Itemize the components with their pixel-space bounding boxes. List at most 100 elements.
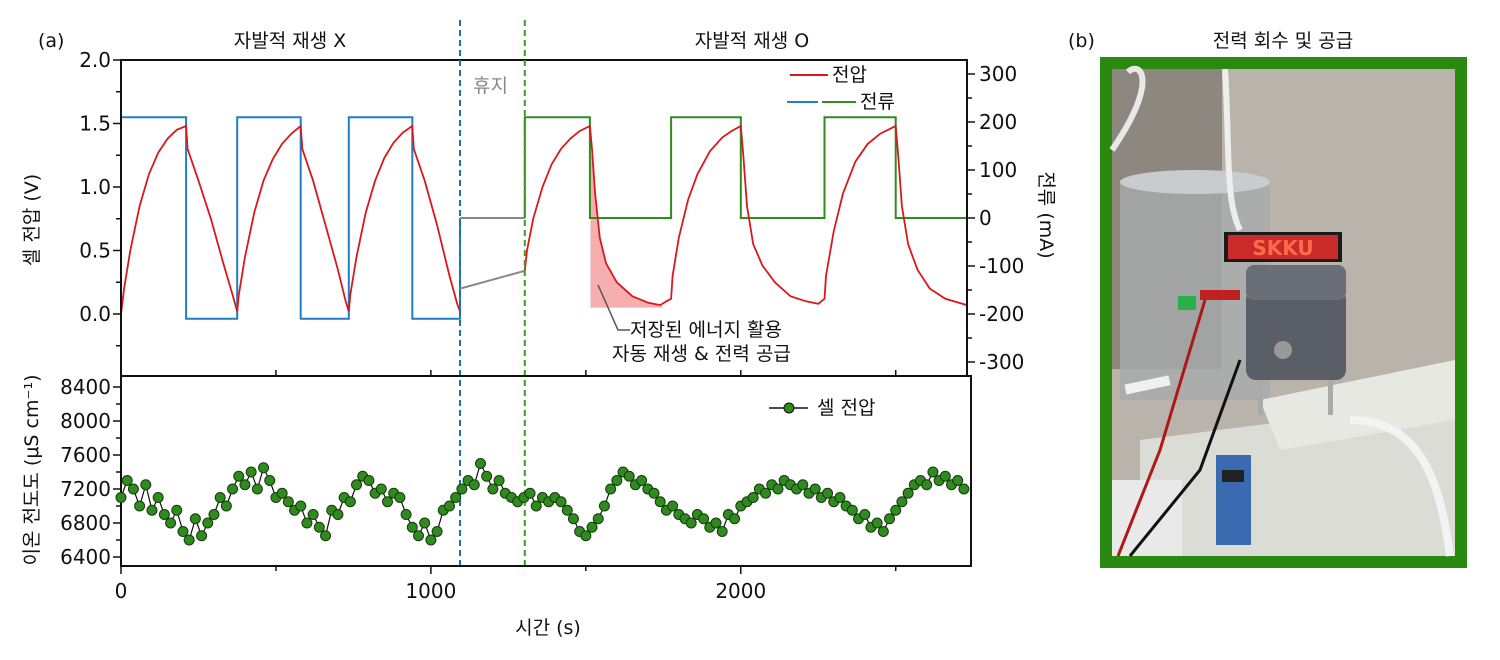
phase-o-title: 자발적 재생 O — [695, 30, 809, 52]
conductivity-point — [251, 483, 263, 495]
conductivity-point — [189, 513, 201, 525]
stored-energy-shaded-area — [590, 148, 664, 308]
conductivity-point — [586, 521, 598, 533]
conductivity-y-tick-label: 8000 — [60, 409, 111, 433]
conductivity-point — [561, 504, 573, 516]
conductivity-point — [158, 509, 170, 520]
y-tick-label: 1.5 — [79, 112, 111, 136]
conductivity-point — [530, 500, 542, 512]
y-axis-title-voltage: 셀 전압 (V) — [21, 174, 43, 266]
conductivity-point — [227, 483, 239, 495]
y2-axis-title-current: 전류 (mA) — [1035, 171, 1057, 258]
conductivity-point — [456, 483, 468, 495]
phase-x-title: 자발적 재생 X — [234, 30, 347, 52]
conductivity-point — [921, 479, 933, 491]
annotation-line2: 자동 재생 & 전력 공급 — [612, 343, 791, 365]
conductivity-point — [667, 500, 679, 512]
y-tick-label: 0.0 — [79, 302, 111, 326]
legend-conductivity-label: 셀 전압 — [817, 397, 875, 419]
conductivity-point — [797, 479, 809, 491]
y2-tick-label: -300 — [979, 350, 1024, 374]
conductivity-point — [555, 496, 567, 508]
conductivity-point — [425, 534, 437, 546]
y-axis-title-conductivity: 이온 전도도 (μS cm⁻¹) — [21, 374, 43, 565]
conductivity-point — [809, 483, 821, 495]
conductivity-point — [580, 530, 592, 542]
conductivity-point — [363, 475, 375, 486]
conductivity-point — [400, 509, 412, 520]
conductivity-point — [890, 504, 902, 516]
annotation-leader — [597, 284, 630, 331]
conductivity-point — [834, 492, 846, 503]
conductivity-point — [307, 509, 319, 520]
conductivity-point — [598, 500, 610, 512]
photo-title: 전력 회수 및 공급 — [1213, 30, 1353, 52]
conductivity-point — [896, 496, 908, 508]
legend-voltage-label: 전압 — [832, 64, 867, 86]
setup-photo: SKKU — [1100, 57, 1467, 568]
conductivity-point — [121, 475, 133, 486]
conductivity-point — [245, 466, 257, 478]
conductivity-point — [636, 475, 648, 486]
conductivity-point — [152, 492, 164, 503]
conductivity-point — [654, 496, 666, 508]
current-series-phase-x — [121, 116, 461, 320]
conductivity-point — [716, 526, 728, 537]
conductivity-point — [822, 487, 834, 499]
conductivity-point — [468, 479, 480, 491]
conductivity-point — [258, 462, 270, 474]
conductivity-point — [177, 526, 189, 537]
conductivity-point — [140, 479, 152, 491]
conductivity-point — [524, 487, 536, 499]
x-tick-label: 1000 — [405, 579, 456, 603]
conductivity-point — [196, 530, 208, 542]
conductivity-point — [958, 483, 970, 495]
conductivity-point — [481, 470, 493, 482]
conductivity-point — [183, 534, 195, 546]
conductivity-point — [202, 517, 214, 529]
y-tick-label: 1.0 — [79, 175, 111, 199]
x-axis-title: 시간 (s) — [515, 617, 581, 639]
conductivity-point — [698, 513, 710, 525]
conductivity-point — [884, 513, 896, 525]
y-tick-label: 2.0 — [79, 48, 111, 72]
voltage-current-plot: 0.0 0.5 1.0 1.5 2.0 -300 -200 -100 0 100 200 300 — [79, 20, 1024, 566]
conductivity-point — [567, 513, 579, 525]
x-tick-label: 0 — [115, 579, 128, 603]
conductivity-point — [313, 521, 325, 533]
conductivity-point — [611, 475, 623, 486]
conductivity-point — [406, 521, 418, 533]
conductivity-point — [382, 496, 394, 508]
conductivity-point — [493, 475, 505, 486]
conductivity-point — [859, 509, 871, 520]
annotation-line1: 저장된 에너지 활용 — [630, 319, 782, 341]
conductivity-point — [592, 513, 604, 525]
conductivity-point — [846, 504, 858, 516]
y-tick-label: 0.5 — [79, 239, 111, 263]
current-series-phase-o — [523, 116, 967, 219]
conductivity-point — [295, 500, 307, 512]
rest-label: 휴지 — [473, 75, 508, 97]
conductivity-point — [214, 492, 226, 503]
legend-current-label: 전류 — [860, 91, 895, 113]
conductivity-point — [301, 517, 313, 529]
y2-tick-label: 300 — [979, 62, 1017, 86]
conductivity-point — [685, 517, 697, 529]
conductivity-point — [760, 487, 772, 499]
conductivity-point — [127, 483, 139, 495]
conductivity-point — [208, 509, 220, 520]
conductivity-point — [871, 517, 883, 529]
conductivity-plot: 0 1000 2000 6400 6800 7200 7600 8000 8400 — [60, 375, 972, 603]
top-plot-frame — [120, 59, 968, 377]
conductivity-point — [165, 517, 177, 529]
conductivity-point — [902, 487, 914, 499]
conductivity-y-tick-label: 7200 — [60, 477, 111, 501]
conductivity-point — [450, 492, 462, 503]
conductivity-point — [729, 513, 741, 525]
conductivity-point — [239, 479, 251, 491]
conductivity-point — [474, 458, 486, 469]
voltage-series-rest — [459, 269, 526, 290]
conductivity-point — [146, 504, 158, 516]
conductivity-y-tick-label: 6400 — [60, 545, 111, 569]
conductivity-point — [332, 509, 344, 520]
